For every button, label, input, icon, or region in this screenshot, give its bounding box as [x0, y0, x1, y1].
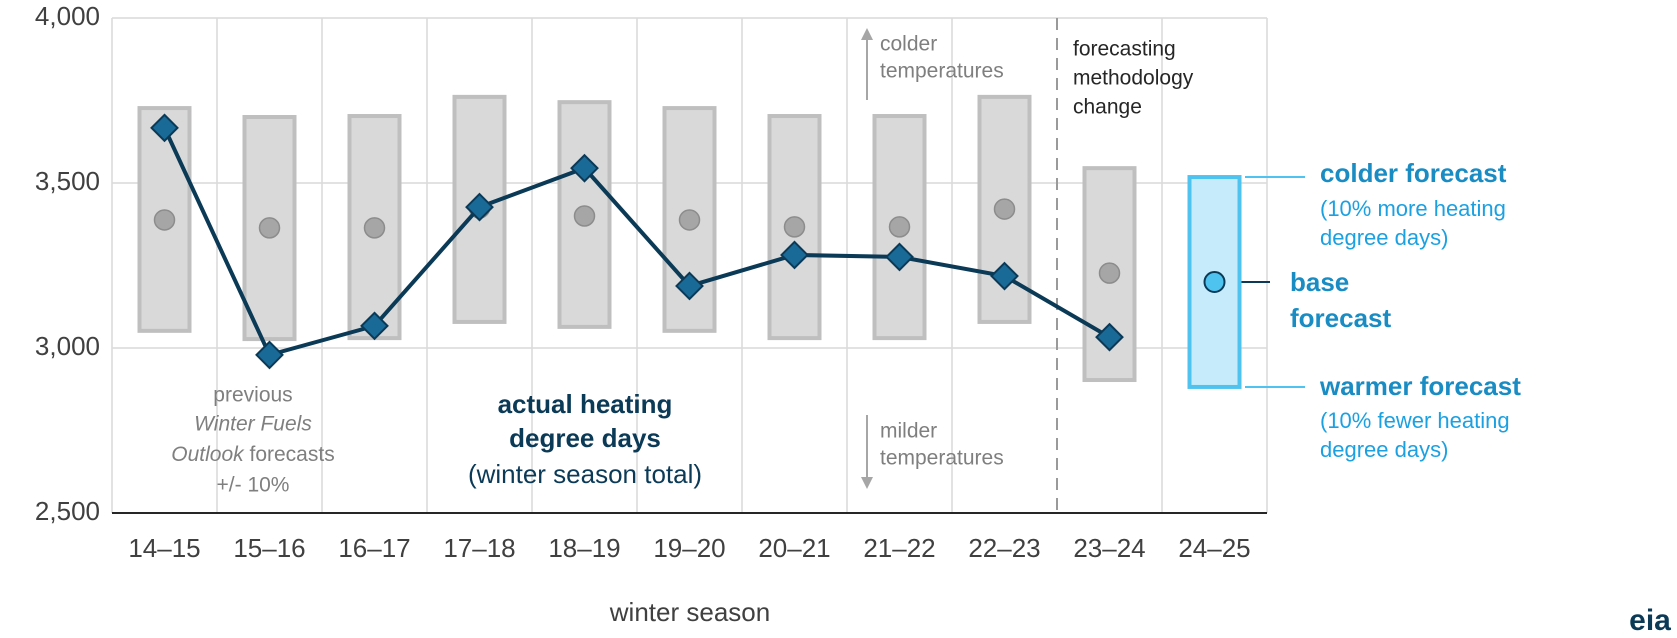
x-axis-label: winter season [609, 597, 770, 627]
x-tick-label: 15–16 [233, 533, 305, 563]
annotation: (10% fewer heating [1320, 408, 1510, 433]
annotation: previous [213, 384, 292, 407]
data-point [990, 261, 1019, 291]
annotation: (10% more heating [1320, 196, 1506, 221]
data-point [885, 242, 914, 272]
forecast-base [783, 216, 806, 238]
y-tick-label: 2,500 [35, 496, 100, 526]
x-tick-label: 18–19 [548, 533, 620, 563]
y-tick-label: 3,000 [35, 331, 100, 361]
x-tick-label: 16–17 [338, 533, 410, 563]
annotation: degree days) [1320, 225, 1448, 250]
annotation: methodology [1073, 67, 1194, 90]
annotation: Outlook forecasts [171, 443, 334, 466]
annotation: temperatures [880, 60, 1004, 83]
annotation: colder forecast [1320, 158, 1507, 188]
annotation: change [1073, 96, 1142, 119]
series-line [162, 127, 1111, 358]
annotation: base [1290, 267, 1349, 297]
data-point [675, 271, 704, 301]
annotation: colder [880, 33, 937, 56]
data-point [150, 113, 179, 143]
annotation: Outlook [171, 443, 245, 466]
arrow-up-head [861, 28, 873, 40]
x-tick-label: 23–24 [1073, 533, 1145, 563]
data-point [465, 192, 494, 222]
forecast-base [888, 216, 911, 238]
annotation: +/- 10% [217, 474, 290, 497]
annotation: milder [880, 420, 937, 443]
data-point [1095, 322, 1124, 352]
forecast-base [1203, 271, 1226, 293]
forecast-base [153, 209, 176, 231]
annotation: temperatures [880, 447, 1004, 470]
x-tick-label: 17–18 [443, 533, 515, 563]
annotation: (winter season total) [468, 459, 702, 489]
x-tick-label: 22–23 [968, 533, 1040, 563]
annotation: forecasting [1073, 38, 1176, 61]
forecast-base [363, 217, 386, 239]
x-tick-label: 14–15 [128, 533, 200, 563]
annotation: actual heating [498, 389, 673, 419]
x-tick-label: 21–22 [863, 533, 935, 563]
forecast-base [993, 198, 1016, 220]
data-point [255, 340, 284, 370]
annotation: degree days [509, 423, 661, 453]
annotation: degree days) [1320, 437, 1448, 462]
marks [137, 94, 1242, 389]
forecast-base [573, 205, 596, 227]
annotations: previous Winter Fuels Outlook forecasts … [171, 33, 1671, 637]
logo: eia [1629, 604, 1671, 637]
annotation: forecasts [244, 443, 335, 466]
forecast-range [452, 94, 507, 324]
x-tick-label: 20–21 [758, 533, 830, 563]
annotation: Winter Fuels [194, 413, 312, 436]
forecast-base [1098, 262, 1121, 284]
annotation: forecast [1290, 303, 1391, 333]
data-point [780, 240, 809, 270]
forecast-base [258, 217, 281, 239]
y-tick-label: 3,500 [35, 166, 100, 196]
forecast-range [137, 106, 192, 333]
y-tick-label: 4,000 [35, 1, 100, 31]
data-point [360, 311, 389, 341]
x-tick-label: 24–25 [1178, 533, 1250, 563]
x-tick-label: 19–20 [653, 533, 725, 563]
arrow-down-head [861, 477, 873, 489]
annotation: warmer forecast [1319, 371, 1521, 401]
data-point [570, 153, 599, 183]
forecast-base [678, 209, 701, 231]
